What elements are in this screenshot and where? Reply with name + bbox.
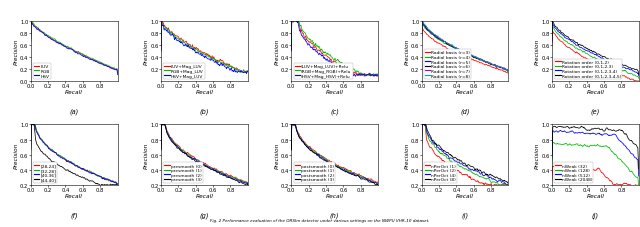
Legend: nPerOct (1), nPerOct (2), nPerOct (4), nPerOct (8): nPerOct (1), nPerOct (2), nPerOct (4), n… xyxy=(424,163,457,183)
Text: (a): (a) xyxy=(70,108,79,115)
X-axis label: Recall: Recall xyxy=(586,90,604,95)
X-axis label: Recall: Recall xyxy=(456,90,474,95)
Legend: [28,24], [32,28], [40,36], [44,40]: [28,24], [32,28], [40,36], [44,40] xyxy=(33,163,58,183)
X-axis label: Recall: Recall xyxy=(195,90,213,95)
Y-axis label: Precision: Precision xyxy=(535,39,540,65)
Legend: LUV+Mag_LUV, RGB+Mag_LUV, HSV+Mag_LUV: LUV+Mag_LUV, RGB+Mag_LUV, HSV+Mag_LUV xyxy=(163,64,205,79)
Y-axis label: Precision: Precision xyxy=(535,142,540,168)
Legend: postsmooth (0), postsmooth (1), postsmooth (2), postsmooth (3): postsmooth (0), postsmooth (1), postsmoo… xyxy=(294,163,335,183)
X-axis label: Recall: Recall xyxy=(65,90,83,95)
Text: (i): (i) xyxy=(461,211,468,218)
X-axis label: Recall: Recall xyxy=(195,193,213,198)
Text: (c): (c) xyxy=(330,108,339,115)
X-axis label: Recall: Recall xyxy=(456,193,474,198)
Y-axis label: Precision: Precision xyxy=(275,39,280,65)
Text: (g): (g) xyxy=(200,211,209,218)
Text: (b): (b) xyxy=(200,108,209,115)
Text: (f): (f) xyxy=(70,211,78,218)
Legend: Rotation order (0,1,2), Rotation order (0,1,2,3), Rotation order (0,1,2,3,4), Ro: Rotation order (0,1,2), Rotation order (… xyxy=(554,59,622,79)
Y-axis label: Precision: Precision xyxy=(14,142,19,168)
X-axis label: Recall: Recall xyxy=(326,90,344,95)
Legend: LUV, RGB, HSV: LUV, RGB, HSV xyxy=(33,64,51,79)
Y-axis label: Precision: Precision xyxy=(275,142,280,168)
Y-axis label: Precision: Precision xyxy=(14,39,19,65)
Text: Fig. 2 Performance evaluation of the ORSIm detector under various settings on th: Fig. 2 Performance evaluation of the ORS… xyxy=(211,218,429,222)
X-axis label: Recall: Recall xyxy=(65,193,83,198)
Y-axis label: Precision: Precision xyxy=(144,142,149,168)
X-axis label: Recall: Recall xyxy=(586,193,604,198)
Y-axis label: Precision: Precision xyxy=(405,142,410,168)
Y-axis label: Precision: Precision xyxy=(144,39,149,65)
Text: (d): (d) xyxy=(460,108,470,115)
Text: (h): (h) xyxy=(330,211,339,218)
Text: (e): (e) xyxy=(591,108,600,115)
Legend: nWeak (32), nWeak (128), nWeak (512), nWeak (2048): nWeak (32), nWeak (128), nWeak (512), nW… xyxy=(554,163,593,183)
X-axis label: Recall: Recall xyxy=(326,193,344,198)
Y-axis label: Precision: Precision xyxy=(405,39,410,65)
Legend: presmooth (0), presmooth (1), presmooth (2), presmooth (3): presmooth (0), presmooth (1), presmooth … xyxy=(163,163,203,183)
Text: (j): (j) xyxy=(592,211,599,218)
Legend: Radial basis (r=3), Radial basis (r=4), Radial basis (r=5), Radial basis (r=6), : Radial basis (r=3), Radial basis (r=4), … xyxy=(424,50,472,79)
Legend: (LUV+Mag_LUV)+Relu, (RGB+Mag_RGB)+Relu, (HSV+Mag_HSV)+Relu: (LUV+Mag_LUV)+Relu, (RGB+Mag_RGB)+Relu, … xyxy=(294,64,353,79)
